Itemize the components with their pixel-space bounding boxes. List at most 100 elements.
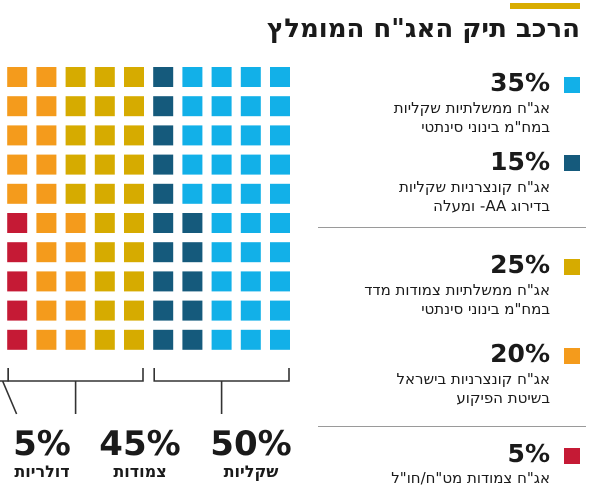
waffle-cell bbox=[65, 271, 86, 292]
waffle-cell bbox=[36, 213, 57, 233]
waffle-cell bbox=[124, 67, 144, 87]
waffle-cell bbox=[65, 329, 86, 350]
waffle-cell bbox=[65, 96, 86, 117]
waffle-cell bbox=[65, 154, 86, 175]
waffle-cell bbox=[211, 213, 232, 233]
group-name-2: דולריות bbox=[14, 462, 70, 481]
legend-pct-2: 25% bbox=[490, 250, 550, 279]
waffle-cell bbox=[36, 242, 57, 263]
group-bracket-2 bbox=[0, 368, 18, 415]
legend-desc-line2: במח"מ בינוני סינתטי bbox=[421, 300, 550, 318]
waffle-cell bbox=[7, 271, 28, 292]
waffle-cell bbox=[94, 213, 115, 233]
waffle-cell bbox=[182, 213, 203, 233]
waffle-cell bbox=[65, 125, 86, 146]
waffle-cell bbox=[240, 125, 261, 146]
waffle-cell bbox=[211, 67, 232, 87]
waffle-cell bbox=[7, 154, 28, 175]
waffle-cell bbox=[124, 242, 144, 263]
waffle-cell bbox=[94, 183, 115, 204]
waffle-cell bbox=[65, 67, 86, 87]
waffle-cell bbox=[36, 154, 57, 175]
waffle-cell bbox=[36, 96, 57, 117]
waffle-cell bbox=[211, 96, 232, 117]
legend-pct-0: 35% bbox=[490, 68, 550, 97]
legend-desc-2: אג"ח ממשלתיות צמודות מדד במח"מ בינוני סי… bbox=[364, 281, 550, 319]
waffle-cell bbox=[182, 125, 203, 146]
waffle-cell bbox=[270, 300, 290, 321]
legend-pct-1: 15% bbox=[490, 147, 550, 176]
waffle-cell bbox=[182, 96, 203, 117]
legend-swatch-3 bbox=[564, 348, 580, 364]
group-pct-0: 50% bbox=[210, 424, 292, 464]
waffle-cell bbox=[240, 96, 261, 117]
legend-separator bbox=[318, 426, 586, 427]
waffle-cell bbox=[94, 300, 115, 321]
waffle-cell bbox=[7, 300, 28, 321]
waffle-cell bbox=[7, 125, 28, 146]
waffle-cell bbox=[94, 242, 115, 263]
legend-desc-line1: אג"ח ממשלתיות צמודות מדד bbox=[364, 281, 550, 299]
waffle-cell bbox=[153, 300, 174, 321]
waffle-cell bbox=[7, 183, 28, 204]
waffle-cell bbox=[153, 242, 174, 263]
waffle-cell bbox=[270, 67, 290, 87]
waffle-cell bbox=[124, 329, 144, 350]
waffle-cell bbox=[153, 125, 174, 146]
waffle-cell bbox=[124, 96, 144, 117]
title-accent-bar bbox=[510, 3, 580, 9]
legend-desc-line2: בדירוג AA- ומעלה bbox=[433, 197, 550, 215]
waffle-cell bbox=[270, 329, 290, 350]
group-name-1: צמודות bbox=[113, 462, 167, 481]
waffle-cell bbox=[240, 271, 261, 292]
waffle-cell bbox=[153, 329, 174, 350]
waffle-cell bbox=[211, 271, 232, 292]
waffle-cell bbox=[94, 329, 115, 350]
legend-item-4: 5% אג"ח צמודות מט"ח/חו"ל bbox=[310, 441, 580, 489]
legend-desc-1: אג"ח קונצרניות שקליות בדירוג AA- ומעלה bbox=[399, 178, 550, 216]
waffle-cell bbox=[153, 67, 174, 87]
waffle-cell bbox=[94, 67, 115, 87]
waffle-cell bbox=[36, 125, 57, 146]
legend-desc-3: אג"ח קונצרניות בישראל בשיטת הפיקוע bbox=[396, 370, 550, 408]
waffle-cell bbox=[211, 183, 232, 204]
waffle-cell bbox=[153, 271, 174, 292]
waffle-cell bbox=[211, 300, 232, 321]
waffle-cell bbox=[240, 213, 261, 233]
waffle-cell bbox=[94, 154, 115, 175]
legend-desc-4: אג"ח צמודות מט"ח/חו"ל bbox=[391, 469, 550, 488]
waffle-cell bbox=[270, 213, 290, 233]
legend-swatch-1 bbox=[564, 155, 580, 171]
waffle-cell bbox=[211, 242, 232, 263]
legend-desc-line1: אג"ח ממשלתיות שקליות bbox=[393, 99, 550, 117]
legend-swatch-2 bbox=[564, 259, 580, 275]
legend-desc-line1: אג"ח צמודות מט"ח/חו"ל bbox=[391, 469, 550, 487]
waffle-cell bbox=[124, 300, 144, 321]
waffle-cell bbox=[153, 96, 174, 117]
waffle-cell bbox=[65, 300, 86, 321]
waffle-cell bbox=[94, 271, 115, 292]
waffle-cell bbox=[124, 154, 144, 175]
legend-desc-line1: אג"ח קונצרניות בישראל bbox=[396, 370, 550, 388]
waffle-cell bbox=[270, 96, 290, 117]
group-bracket-0 bbox=[153, 368, 290, 414]
waffle-cell bbox=[7, 329, 28, 350]
waffle-cell bbox=[65, 242, 86, 263]
waffle-cell bbox=[270, 154, 290, 175]
legend-pct-4: 5% bbox=[507, 439, 550, 468]
waffle-cell bbox=[182, 300, 203, 321]
waffle-cell bbox=[94, 125, 115, 146]
waffle-cell bbox=[240, 300, 261, 321]
legend-desc-line2: במח"מ בינוני סינתטי bbox=[421, 118, 550, 136]
waffle-cell bbox=[211, 329, 232, 350]
legend-desc-line2: בשיטת הפיקוע bbox=[456, 389, 550, 407]
legend-item-2: 25% אג"ח ממשלתיות צמודות מדד במח"מ בינונ… bbox=[310, 252, 580, 322]
waffle-cell bbox=[36, 183, 57, 204]
waffle-cell bbox=[240, 154, 261, 175]
waffle-cell bbox=[124, 183, 144, 204]
waffle-cell bbox=[124, 271, 144, 292]
waffle-cell bbox=[36, 271, 57, 292]
waffle-cell bbox=[65, 183, 86, 204]
waffle-cell bbox=[36, 329, 57, 350]
